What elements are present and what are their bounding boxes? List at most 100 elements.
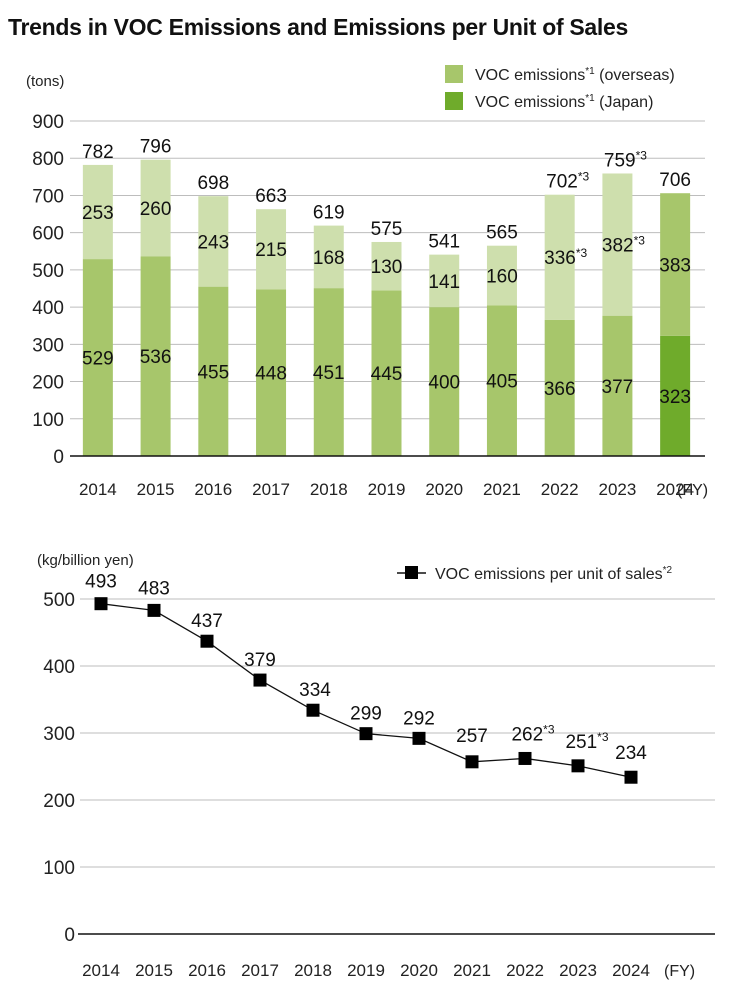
bar-japan-2019: [371, 290, 402, 456]
label-total-2022-note: *3: [578, 170, 590, 184]
x-tick-label: 2018: [294, 961, 332, 980]
y-tick-label: 300: [43, 724, 75, 745]
y-tick-label: 700: [32, 186, 64, 207]
data-point-2020: [412, 731, 426, 745]
label-overseas-2024: 383: [659, 255, 691, 276]
bar-japan-2015: [140, 256, 171, 456]
bar-japan-2014: [82, 259, 113, 456]
x-tick-label: 2023: [598, 480, 636, 499]
label-total-2020-value: 541: [428, 232, 460, 253]
y-tick-label: 800: [32, 149, 64, 170]
label-overseas-2019: 130: [371, 257, 403, 278]
label-japan-2020-value: 400: [428, 373, 460, 394]
label-japan-2018-value: 451: [313, 363, 345, 384]
point-label-2021: 257: [456, 726, 488, 747]
data-point-2014: [94, 597, 108, 611]
label-overseas-2016-value: 243: [197, 232, 229, 253]
bar-overseas-2022: [544, 194, 575, 320]
voc-emissions-bar-chart: (tons) 0 100 200 300 400 500 600 700 800 900 529 253…: [26, 65, 708, 499]
x-tick-label: 2017: [241, 961, 279, 980]
label-japan-2021: 405: [486, 372, 518, 393]
point-label-2021-value: 257: [456, 726, 488, 747]
y-tick-label: 500: [43, 590, 75, 611]
point-label-2019: 299: [350, 704, 382, 725]
bar-overseas-2016: [198, 196, 229, 287]
point-label-2020: 292: [403, 708, 435, 729]
x-tick-label: 2014: [79, 480, 117, 499]
label-japan-2014-value: 529: [82, 349, 114, 370]
series-line: [100, 603, 632, 778]
legend-swatch-japan: [445, 92, 463, 110]
point-label-2018-value: 334: [299, 680, 331, 701]
x-tick-label: 2015: [137, 480, 175, 499]
x-tick-label: 2021: [453, 961, 491, 980]
label-japan-2019: 445: [371, 364, 403, 385]
label-total-2017: 663: [255, 186, 287, 207]
label-total-2023-note: *3: [636, 148, 648, 162]
data-point-2018: [306, 703, 320, 717]
bar-japan-2020: [429, 307, 460, 456]
point-label-2023-value: 251: [565, 732, 597, 753]
y-tick-label: 300: [32, 335, 64, 356]
label-total-2017-value: 663: [255, 186, 287, 207]
point-label-2022-note: *3: [543, 722, 555, 736]
label-total-2019: 575: [371, 219, 403, 240]
data-point-2022: [518, 751, 532, 765]
y-tick-label: 900: [32, 112, 64, 133]
legend-swatch-overseas: [445, 65, 463, 83]
x-tick-label: 2022: [541, 480, 579, 499]
label-japan-2023: 377: [602, 377, 634, 398]
point-label-2014-value: 493: [85, 572, 117, 593]
label-japan-2017: 448: [255, 364, 287, 385]
x-tick-label: 2020: [400, 961, 438, 980]
y-tick-label: 600: [32, 224, 64, 245]
label-total-2021-value: 565: [486, 223, 518, 244]
legend-suffix: (Japan): [595, 94, 654, 111]
label-total-2023: 759*3: [604, 148, 647, 171]
label-overseas-2014: 253: [82, 203, 114, 224]
label-total-2014: 782: [82, 142, 114, 163]
label-japan-2018: 451: [313, 363, 345, 384]
bar-overseas-2023: [602, 173, 633, 316]
bar-japan-2018: [313, 288, 344, 456]
legend-text: VOC emissions: [475, 67, 585, 84]
legend-label-overseas: VOC emissions*1 (overseas): [475, 66, 675, 84]
x-tick-label: 2016: [188, 961, 226, 980]
y-tick-label: 200: [43, 791, 75, 812]
y-tick-label: 200: [32, 373, 64, 394]
x-tick-label: 2020: [425, 480, 463, 499]
point-label-2023: 251*3: [565, 730, 608, 753]
label-overseas-2019-value: 130: [371, 257, 403, 278]
label-overseas-2023-value: 382: [602, 236, 634, 257]
label-japan-2022-value: 366: [544, 379, 576, 400]
point-label-2023-note: *3: [597, 730, 609, 744]
bar-overseas-2017: [256, 209, 287, 290]
y-tick-label: 500: [32, 261, 64, 282]
y-axis-label: (kg/billion yen): [37, 552, 134, 569]
label-total-2018-value: 619: [313, 203, 345, 224]
point-label-2022: 262*3: [511, 722, 554, 745]
page-title: Trends in VOC Emissions and Emissions pe…: [8, 14, 628, 40]
x-tick-label: 2014: [82, 961, 120, 980]
label-overseas-2020: 141: [428, 272, 460, 293]
legend-text: VOC emissions per unit of sales: [435, 566, 663, 583]
y-axis-label: (tons): [26, 73, 64, 90]
label-total-2015: 796: [140, 137, 172, 158]
y-tick-label: 0: [64, 925, 75, 946]
label-overseas-2022-value: 336: [544, 248, 576, 269]
label-japan-2021-value: 405: [486, 372, 518, 393]
label-japan-2022: 366: [544, 379, 576, 400]
legend-note: *1: [585, 66, 595, 77]
label-overseas-2015-value: 260: [140, 199, 172, 220]
bar-japan-2016: [198, 286, 229, 456]
bar-japan-2022: [544, 319, 575, 456]
label-overseas-2020-value: 141: [428, 272, 460, 293]
label-total-2020: 541: [428, 232, 460, 253]
point-label-2015-value: 483: [138, 578, 170, 599]
label-overseas-2024-value: 383: [659, 255, 691, 276]
label-total-2014-value: 782: [82, 142, 114, 163]
x-tick-label: 2018: [310, 480, 348, 499]
label-japan-2019-value: 445: [371, 364, 403, 385]
point-label-2019-value: 299: [350, 704, 382, 725]
